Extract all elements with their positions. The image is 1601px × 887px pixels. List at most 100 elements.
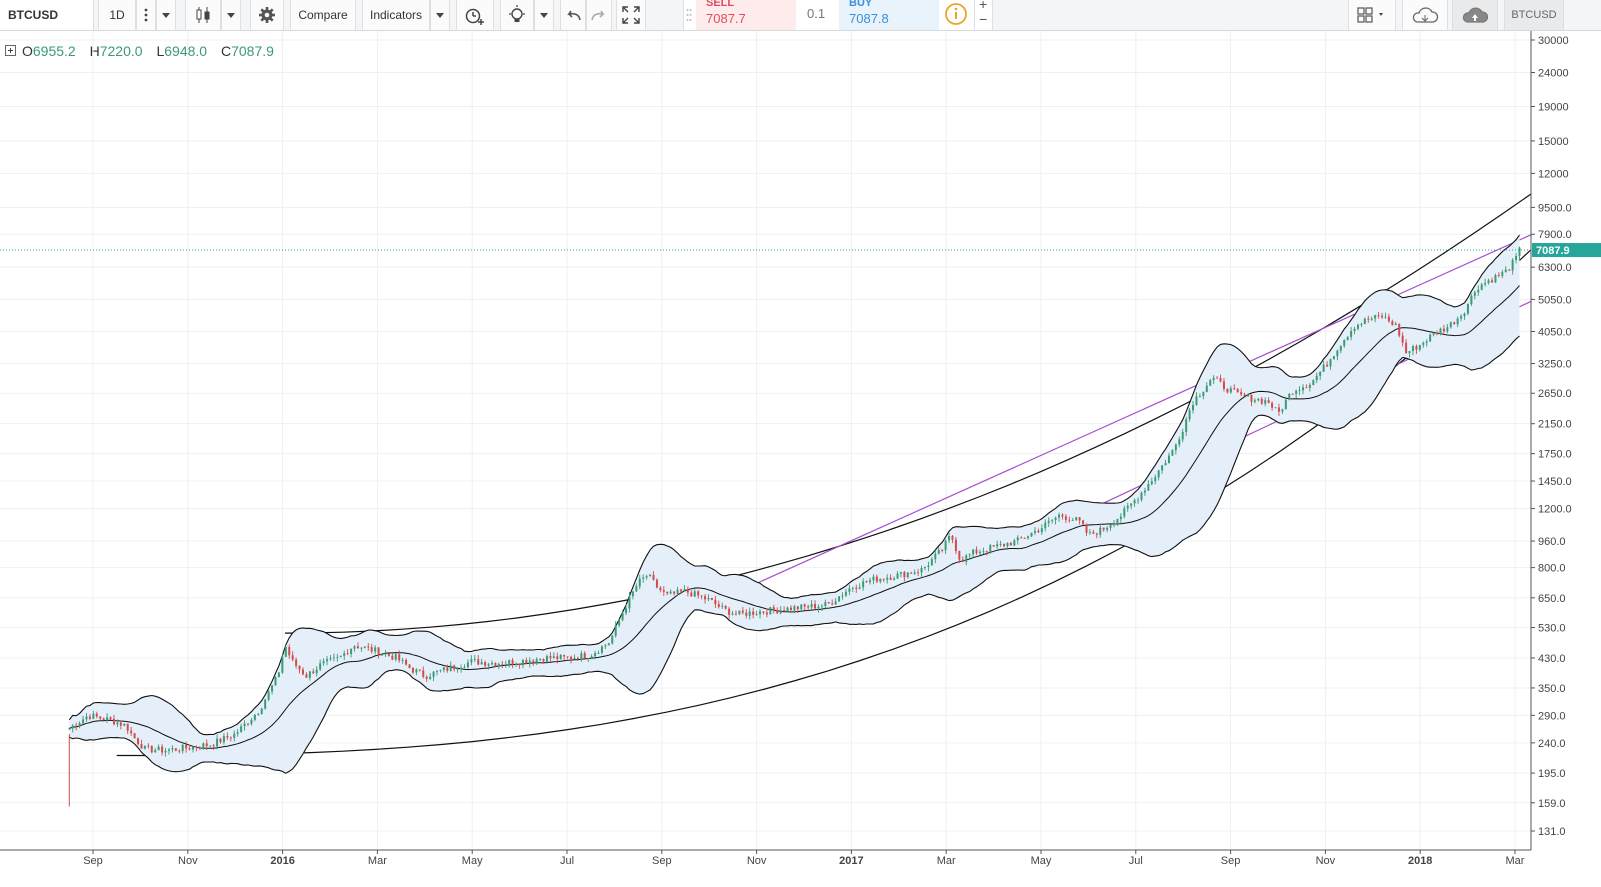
price-tick-label: 15000 xyxy=(1538,136,1569,148)
candle-body xyxy=(515,664,518,665)
candle-body xyxy=(229,737,232,739)
price-tick-label: 530.0 xyxy=(1538,623,1566,635)
candle-body xyxy=(161,746,164,753)
lightbulb-icon[interactable] xyxy=(500,0,534,30)
time-tick-label: May xyxy=(462,855,483,867)
ideas-dropdown[interactable] xyxy=(534,0,554,30)
candle-body xyxy=(312,671,315,674)
purple-channel-upper xyxy=(708,217,1568,606)
candle-body xyxy=(1071,520,1074,521)
candle-body xyxy=(123,723,126,726)
gear-icon-glyph xyxy=(259,7,275,23)
fullscreen-icon[interactable] xyxy=(616,0,646,30)
redo-icon[interactable] xyxy=(586,0,612,30)
candle-body xyxy=(1030,532,1033,537)
candle-body xyxy=(545,656,548,662)
bars-style-icon[interactable] xyxy=(185,0,221,30)
candle-body xyxy=(233,733,236,738)
bollinger-bands xyxy=(68,234,1520,774)
candle-body xyxy=(762,611,765,613)
candle-body xyxy=(1319,371,1322,376)
sell-price: 7087.7 xyxy=(706,11,746,26)
candle-body xyxy=(769,607,772,615)
trade-panel: SELL 7087.7 0.1 BUY 7087.8 + − xyxy=(683,0,993,30)
indicators-dropdown[interactable] xyxy=(430,0,450,30)
info-icon[interactable] xyxy=(944,2,968,26)
candle-body xyxy=(1205,385,1208,392)
expand-icon[interactable] xyxy=(5,45,17,57)
buy-button[interactable]: BUY 7087.8 xyxy=(839,0,939,30)
candle-body xyxy=(219,738,222,743)
plus-icon[interactable]: + xyxy=(979,0,988,12)
ohlc-legend: O6955.2 H7220.0 L6948.0 C7087.9 xyxy=(22,43,284,59)
candle-body xyxy=(875,576,878,582)
alert-clock-icon[interactable] xyxy=(456,0,494,30)
sell-button[interactable]: SELL 7087.7 xyxy=(696,0,796,30)
price-chart[interactable]: 30000 24000 19000 15000 12000 9500.0 7900.0 630… xyxy=(0,31,1601,887)
time-axis[interactable]: Sep Nov 2016 Mar May Jul Sep Nov 2017 Mar May Jul Se… xyxy=(0,849,1601,887)
more-icon[interactable] xyxy=(136,0,156,30)
compare-button[interactable]: Compare xyxy=(290,0,356,30)
candle-body xyxy=(1315,375,1318,381)
minus-icon[interactable]: − xyxy=(979,11,988,27)
candle-body xyxy=(820,605,823,607)
lightbulb-icon-glyph xyxy=(509,5,525,22)
cloud-icon[interactable] xyxy=(1402,0,1448,30)
layout-icon[interactable] xyxy=(1348,0,1396,30)
candle-body xyxy=(961,559,964,562)
buy-label: BUY xyxy=(849,0,873,9)
candle-body xyxy=(992,545,995,547)
candle-body xyxy=(487,664,490,666)
candle-body xyxy=(999,543,1002,545)
candle-body xyxy=(1339,345,1342,351)
candle-body xyxy=(511,660,514,665)
candle-body xyxy=(425,676,428,679)
candle-body xyxy=(167,749,170,751)
candle-body xyxy=(1305,387,1308,389)
candle-body xyxy=(827,602,830,604)
candle-body xyxy=(216,738,219,747)
candle-body xyxy=(274,676,277,686)
price-axis[interactable]: 30000 24000 19000 15000 12000 9500.0 7900.0 630… xyxy=(1530,31,1601,851)
chevron-down-icon xyxy=(540,12,548,18)
candle-body xyxy=(865,581,868,583)
indicators-button[interactable]: Indicators xyxy=(362,0,430,30)
quantity-stepper[interactable]: + − xyxy=(974,0,993,30)
candle-body xyxy=(1456,318,1459,325)
cloud-upload-icon[interactable] xyxy=(1452,0,1498,30)
price-tick-label: 2150.0 xyxy=(1538,419,1572,431)
chart-style-dropdown[interactable] xyxy=(221,0,241,30)
time-tick-label: Nov xyxy=(747,855,767,867)
candle-body xyxy=(1147,484,1150,491)
candle-body xyxy=(786,607,789,612)
candle-body xyxy=(1267,400,1270,403)
candle-body xyxy=(954,539,957,551)
symbol-compare-tab[interactable]: BTCUSD xyxy=(1504,0,1564,30)
interval-button[interactable]: 1D xyxy=(98,0,136,30)
interval-dropdown-button[interactable] xyxy=(156,0,176,30)
candle-body xyxy=(886,577,889,580)
band-fill xyxy=(69,235,1520,774)
candle-body xyxy=(518,664,521,666)
candle-body xyxy=(697,591,700,596)
gear-icon[interactable] xyxy=(250,0,284,30)
candle-body xyxy=(267,691,270,700)
candle-body xyxy=(618,620,621,626)
candle-body xyxy=(1439,328,1442,335)
chevron-down-icon xyxy=(162,12,170,18)
cloud-upload-icon-glyph xyxy=(1462,7,1489,23)
candle-body xyxy=(374,647,377,652)
candle-body xyxy=(1295,390,1298,394)
candle-body xyxy=(693,591,696,597)
candle-body xyxy=(745,612,748,616)
candle-body xyxy=(1466,304,1469,314)
candle-body xyxy=(405,659,408,665)
candle-body xyxy=(844,591,847,596)
undo-icon[interactable] xyxy=(560,0,586,30)
candle-body xyxy=(948,535,951,541)
candle-body xyxy=(1411,346,1414,352)
drag-handle-icon[interactable] xyxy=(686,8,692,22)
candle-body xyxy=(1192,404,1195,411)
candle-body xyxy=(755,614,758,615)
symbol-search[interactable]: BTCUSD xyxy=(0,0,94,30)
